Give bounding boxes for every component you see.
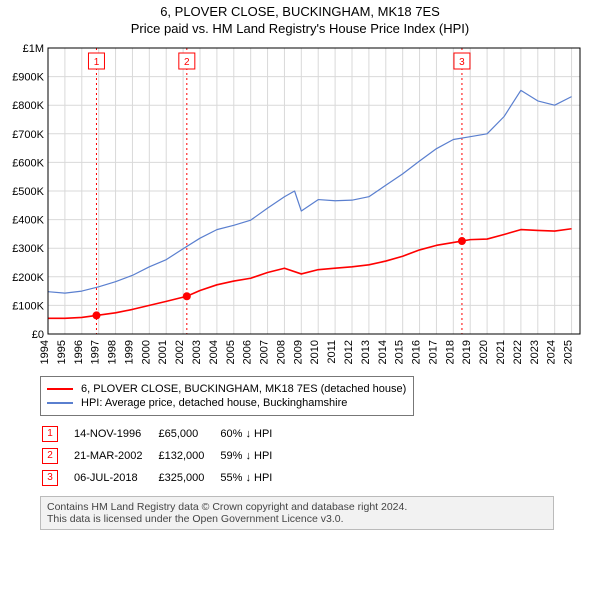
svg-text:2000: 2000 bbox=[140, 340, 152, 364]
svg-text:£100K: £100K bbox=[12, 300, 44, 312]
svg-text:2014: 2014 bbox=[377, 340, 389, 364]
svg-text:2016: 2016 bbox=[411, 340, 423, 364]
svg-text:2009: 2009 bbox=[292, 340, 304, 364]
sale-price: £132,000 bbox=[158, 446, 218, 466]
sale-date: 14-NOV-1996 bbox=[74, 424, 156, 444]
sale-date: 06-JUL-2018 bbox=[74, 468, 156, 488]
title-address: 6, PLOVER CLOSE, BUCKINGHAM, MK18 7ES bbox=[0, 4, 600, 19]
svg-text:1997: 1997 bbox=[90, 340, 102, 364]
svg-text:2: 2 bbox=[184, 57, 190, 68]
sale-row: 2 21-MAR-2002£132,00059% ↓ HPI bbox=[42, 446, 286, 466]
sale-row: 1 14-NOV-1996£65,00060% ↓ HPI bbox=[42, 424, 286, 444]
svg-text:2012: 2012 bbox=[343, 340, 355, 364]
svg-text:3: 3 bbox=[459, 57, 465, 68]
attribution: Contains HM Land Registry data © Crown c… bbox=[40, 496, 554, 530]
svg-text:2011: 2011 bbox=[326, 340, 338, 364]
legend-swatch-hpi bbox=[47, 402, 73, 404]
svg-text:£300K: £300K bbox=[12, 243, 44, 255]
svg-text:2025: 2025 bbox=[563, 340, 575, 364]
sale-price: £325,000 bbox=[158, 468, 218, 488]
svg-text:£700K: £700K bbox=[12, 129, 44, 141]
sale-row: 3 06-JUL-2018£325,00055% ↓ HPI bbox=[42, 468, 286, 488]
svg-text:£0: £0 bbox=[32, 329, 44, 341]
svg-text:2019: 2019 bbox=[461, 340, 473, 364]
svg-text:1998: 1998 bbox=[107, 340, 119, 364]
legend-item-hpi: HPI: Average price, detached house, Buck… bbox=[47, 397, 407, 409]
svg-text:1995: 1995 bbox=[56, 340, 68, 364]
svg-text:2004: 2004 bbox=[208, 340, 220, 364]
svg-text:2015: 2015 bbox=[394, 340, 406, 364]
svg-text:£600K: £600K bbox=[12, 157, 44, 169]
svg-text:2021: 2021 bbox=[495, 340, 507, 364]
svg-text:£900K: £900K bbox=[12, 72, 44, 84]
legend-label-property: 6, PLOVER CLOSE, BUCKINGHAM, MK18 7ES (d… bbox=[81, 383, 406, 395]
svg-text:1999: 1999 bbox=[123, 340, 135, 364]
svg-text:1996: 1996 bbox=[73, 340, 85, 364]
svg-text:2003: 2003 bbox=[191, 340, 203, 364]
svg-text:2005: 2005 bbox=[225, 340, 237, 364]
sale-date: 21-MAR-2002 bbox=[74, 446, 156, 466]
svg-text:£1M: £1M bbox=[23, 43, 44, 55]
svg-text:£200K: £200K bbox=[12, 272, 44, 284]
svg-text:2010: 2010 bbox=[309, 340, 321, 364]
sale-delta: 55% ↓ HPI bbox=[220, 468, 286, 488]
svg-text:£400K: £400K bbox=[12, 215, 44, 227]
svg-text:£500K: £500K bbox=[12, 186, 44, 198]
sale-marker: 1 bbox=[42, 426, 58, 442]
attribution-line1: Contains HM Land Registry data © Crown c… bbox=[47, 501, 547, 513]
svg-text:2022: 2022 bbox=[512, 340, 524, 364]
svg-text:£800K: £800K bbox=[12, 100, 44, 112]
svg-text:1994: 1994 bbox=[39, 340, 51, 364]
sales-table: 1 14-NOV-1996£65,00060% ↓ HPI 2 21-MAR-2002… bbox=[40, 422, 288, 490]
legend-label-hpi: HPI: Average price, detached house, Buck… bbox=[81, 397, 347, 409]
legend-item-property: 6, PLOVER CLOSE, BUCKINGHAM, MK18 7ES (d… bbox=[47, 383, 407, 395]
sale-marker: 3 bbox=[42, 470, 58, 486]
svg-text:2007: 2007 bbox=[259, 340, 271, 364]
svg-text:1: 1 bbox=[94, 57, 100, 68]
price-chart: £0 £100K £200K £300K £400K £500K £600K £700K £80… bbox=[8, 42, 588, 372]
svg-text:2008: 2008 bbox=[275, 340, 287, 364]
sale-delta: 59% ↓ HPI bbox=[220, 446, 286, 466]
svg-text:2001: 2001 bbox=[157, 340, 169, 364]
svg-text:2020: 2020 bbox=[478, 340, 490, 364]
sale-delta: 60% ↓ HPI bbox=[220, 424, 286, 444]
svg-text:2023: 2023 bbox=[529, 340, 541, 364]
svg-text:2024: 2024 bbox=[546, 340, 558, 364]
legend-swatch-property bbox=[47, 388, 73, 390]
svg-text:2018: 2018 bbox=[444, 340, 456, 364]
svg-text:2006: 2006 bbox=[242, 340, 254, 364]
title-subtitle: Price paid vs. HM Land Registry's House … bbox=[0, 21, 600, 36]
legend: 6, PLOVER CLOSE, BUCKINGHAM, MK18 7ES (d… bbox=[40, 376, 414, 416]
svg-text:2017: 2017 bbox=[427, 340, 439, 364]
chart-container: £0 £100K £200K £300K £400K £500K £600K £700K £80… bbox=[8, 42, 592, 372]
svg-text:2002: 2002 bbox=[174, 340, 186, 364]
attribution-line2: This data is licensed under the Open Gov… bbox=[47, 513, 547, 525]
sale-marker: 2 bbox=[42, 448, 58, 464]
svg-text:2013: 2013 bbox=[360, 340, 372, 364]
sale-price: £65,000 bbox=[158, 424, 218, 444]
